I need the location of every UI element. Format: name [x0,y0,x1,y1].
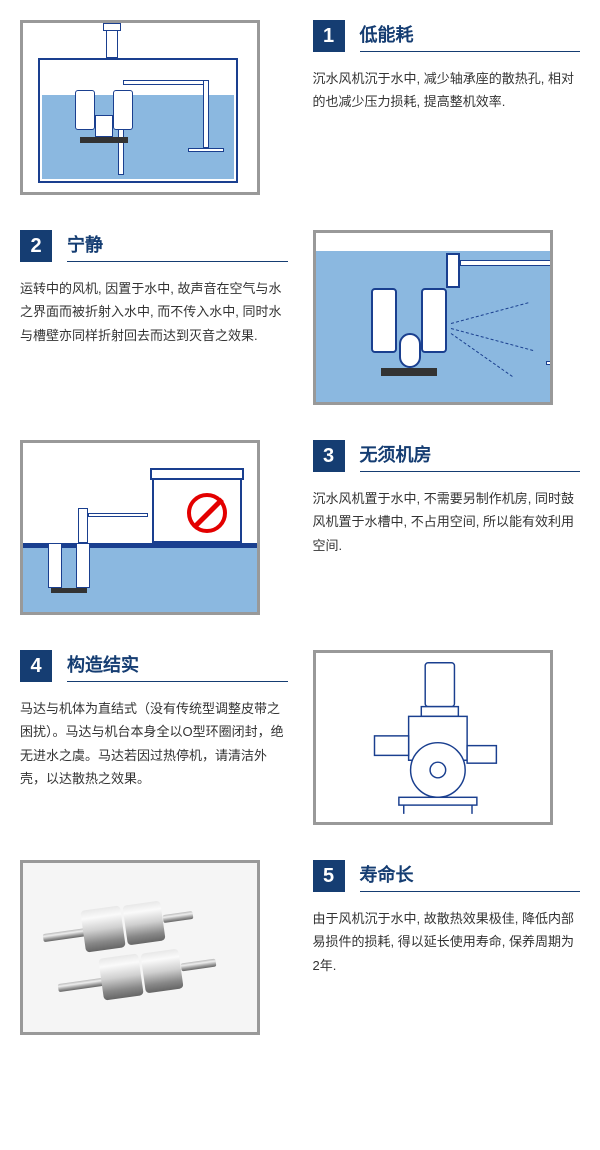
d1-stack [106,28,118,58]
d1-hpipe [123,80,208,85]
feature-1-desc: 沉水风机沉于水中, 减少轴承座的散热孔, 相对的也减少压力损耗, 提高整机效率. [313,67,581,114]
feature-row-2: 2 宁静 运转中的风机, 因置于水中, 故声音在空气与水之界面而被折射入水中, … [20,230,580,405]
feature-1: 1 低能耗 沉水风机沉于水中, 减少轴承座的散热孔, 相对的也减少压力损耗, 提… [313,20,581,195]
feature-5-num: 5 [313,860,345,892]
feature-2: 2 宁静 运转中的风机, 因置于水中, 故声音在空气与水之界面而被折射入水中, … [20,230,288,405]
d5-rotor2a [98,953,143,1000]
d3-hpipe [88,513,148,517]
d1-pipe2 [203,80,209,148]
feature-1-num: 1 [313,20,345,52]
d2-cyl1 [371,288,397,353]
d5-rotor2b [140,949,183,994]
d3-cyl2 [76,543,90,588]
feature-row-4: 4 构造结实 马达与机体为直结式（没有传统型调整皮带之困扰）。马达与机台本身全以… [20,650,580,825]
d5-shaft1a [43,928,89,942]
diagram-2-container [313,230,581,405]
feature-5-header: 5 寿命长 [313,860,581,892]
feature-4-num: 4 [20,650,52,682]
d4-svg [316,653,550,824]
feature-row-3: 3 无须机房 沉水风机置于水中, 不需要另制作机房, 同时鼓风机置于水槽中, 不… [20,440,580,615]
d5-rotor1b [122,901,165,946]
feature-5: 5 寿命长 由于风机沉于水中, 故散热效果极佳, 降低内部易损件的损耗, 得以延… [313,860,581,1035]
feature-2-title: 宁静 [67,231,288,262]
d1-blower [75,90,135,145]
feature-1-header: 1 低能耗 [313,20,581,52]
d3-blower [48,528,98,603]
d3-cyl1 [48,543,62,588]
d5-shaft2b [181,959,217,972]
d5-shaft1b [163,911,194,923]
d5-rotor1a [80,905,125,952]
diagram-4 [313,650,553,825]
d2-hpipe [460,260,553,266]
diagram-5-container [20,860,288,1035]
d5-shaft2a [58,978,104,992]
feature-3-title: 无须机房 [360,441,581,472]
feature-4-desc: 马达与机体为直结式（没有传统型调整皮带之困扰）。马达与机台本身全以O型环圈闭封，… [20,697,288,791]
d1-diffuser2 [188,148,224,152]
feature-2-num: 2 [20,230,52,262]
d2-air [316,233,550,251]
diagram-2 [313,230,553,405]
feature-5-desc: 由于风机沉于水中, 故散热效果极佳, 降低内部易损件的损耗, 得以延长使用寿命,… [313,907,581,977]
diagram-1 [20,20,260,195]
d1-cylinder2 [113,90,133,130]
feature-2-desc: 运转中的风机, 因置于水中, 故声音在空气与水之界面而被折射入水中, 而不传入水… [20,277,288,347]
d1-base [80,137,128,143]
feature-row-1: 1 低能耗 沉水风机沉于水中, 减少轴承座的散热孔, 相对的也减少压力损耗, 提… [20,20,580,195]
feature-3-desc: 沉水风机置于水中, 不需要另制作机房, 同时鼓风机置于水槽中, 不占用空间, 所… [313,487,581,557]
d2-pump [399,333,421,368]
d1-motor [95,115,113,137]
feature-2-header: 2 宁静 [20,230,288,262]
d2-diffuser [546,361,553,365]
feature-4: 4 构造结实 马达与机体为直结式（没有传统型调整皮带之困扰）。马达与机台本身全以… [20,650,288,825]
d1-cylinder1 [75,90,95,130]
feature-1-title: 低能耗 [360,21,581,52]
d2-base [381,368,437,376]
diagram-3 [20,440,260,615]
feature-3: 3 无须机房 沉水风机置于水中, 不需要另制作机房, 同时鼓风机置于水槽中, 不… [313,440,581,615]
feature-4-header: 4 构造结实 [20,650,288,682]
diagram-5 [20,860,260,1035]
diagram-3-container [20,440,288,615]
d2-cyl2 [421,288,447,353]
feature-3-num: 3 [313,440,345,472]
d3-prohibit-icon [187,493,227,533]
diagram-1-container [20,20,288,195]
d3-base [51,588,87,593]
d1-stack-top [103,23,121,31]
d3-stack [78,508,88,543]
feature-3-header: 3 无须机房 [313,440,581,472]
diagram-4-container [313,650,581,825]
d2-blower [371,288,451,388]
d2-stack [446,253,460,288]
feature-4-title: 构造结实 [67,651,288,682]
feature-5-title: 寿命长 [360,861,581,892]
feature-row-5: 5 寿命长 由于风机沉于水中, 故散热效果极佳, 降低内部易损件的损耗, 得以延… [20,860,580,1035]
d1-tank [38,58,238,183]
